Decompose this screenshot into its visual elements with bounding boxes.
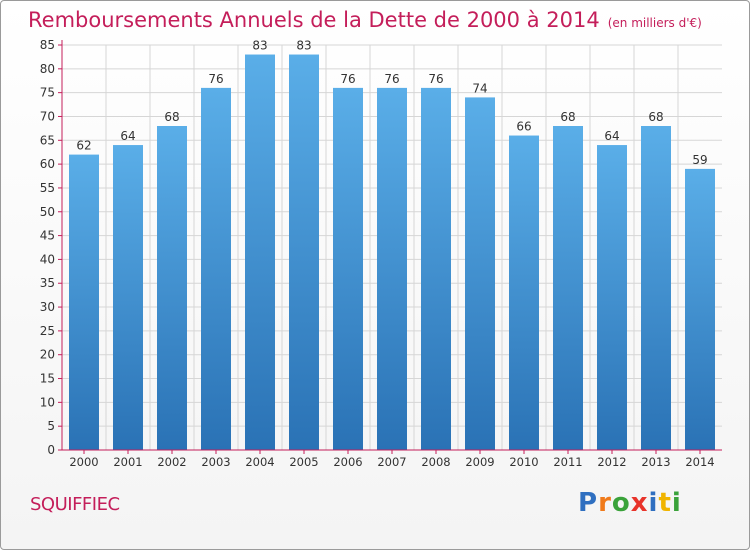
y-tick-label: 55: [40, 181, 55, 195]
y-tick-label: 20: [40, 348, 55, 362]
data-label: 64: [604, 129, 619, 143]
bar: [69, 154, 99, 450]
x-tick-label: 2012: [597, 455, 626, 469]
bar: [113, 145, 143, 450]
bar: [201, 87, 231, 450]
bar: [597, 145, 627, 450]
chart-title-text: Remboursements Annuels de la Dette de 20…: [28, 8, 600, 32]
chart-title: Remboursements Annuels de la Dette de 20…: [28, 8, 702, 32]
data-label: 66: [516, 120, 531, 134]
y-tick-label: 15: [40, 372, 55, 386]
data-label: 83: [252, 39, 267, 53]
bar: [421, 87, 451, 450]
bar: [641, 126, 671, 450]
x-tick-label: 2004: [245, 455, 274, 469]
y-tick-label: 45: [40, 229, 55, 243]
x-tick-label: 2011: [553, 455, 582, 469]
logo-letter: t: [658, 488, 672, 518]
y-tick-label: 70: [40, 109, 55, 123]
x-tick-label: 2013: [641, 455, 670, 469]
x-tick-label: 2006: [333, 455, 362, 469]
x-tick-label: 2007: [377, 455, 406, 469]
x-tick-label: 2010: [509, 455, 538, 469]
bar: [333, 87, 363, 450]
data-label: 59: [692, 153, 707, 167]
bars: [69, 54, 715, 450]
x-tick-label: 2001: [113, 455, 142, 469]
data-label: 68: [560, 110, 575, 124]
x-tick-label: 2003: [201, 455, 230, 469]
logo-letter: P: [578, 488, 599, 518]
data-label: 62: [76, 139, 91, 153]
data-label: 74: [472, 81, 487, 95]
y-tick-label: 0: [47, 443, 55, 457]
logo-letter: i: [648, 488, 659, 518]
bar: [245, 54, 275, 450]
y-tick-label: 25: [40, 324, 55, 338]
x-tick-label: 2014: [685, 455, 714, 469]
y-tick-label: 30: [40, 300, 55, 314]
data-label: 64: [120, 129, 135, 143]
bar: [289, 54, 319, 450]
y-tick-label: 5: [47, 419, 55, 433]
data-label: 68: [164, 110, 179, 124]
y-tick-label: 10: [40, 395, 55, 409]
y-tick-label: 75: [40, 86, 55, 100]
chart-unit-label: (en milliers d'€): [607, 16, 702, 30]
bar: [685, 168, 715, 450]
x-tick-label: 2005: [289, 455, 318, 469]
bar: [553, 126, 583, 450]
y-tick-label: 85: [40, 38, 55, 52]
y-tick-label: 60: [40, 157, 55, 171]
data-label: 76: [384, 72, 399, 86]
bar: [465, 97, 495, 450]
x-tick-label: 2009: [465, 455, 494, 469]
y-tick-label: 50: [40, 205, 55, 219]
data-label: 83: [296, 39, 311, 53]
data-label: 76: [428, 72, 443, 86]
bar: [157, 126, 187, 450]
city-name: SQUIFFIEC: [30, 494, 120, 515]
y-tick-label: 40: [40, 252, 55, 266]
logo-letter: i: [671, 488, 682, 518]
axes: [58, 40, 722, 454]
y-tick-label: 35: [40, 276, 55, 290]
logo-letter: r: [598, 488, 612, 518]
x-tick-label: 2008: [421, 455, 450, 469]
logo-letter: x: [630, 488, 649, 518]
x-tick-label: 2000: [69, 455, 98, 469]
data-label: 76: [340, 72, 355, 86]
bar: [377, 87, 407, 450]
y-tick-label: 80: [40, 62, 55, 76]
proxiti-logo: Proxiti: [578, 488, 682, 518]
logo-letter: o: [611, 488, 631, 518]
labels: 0 5 10 15 20 25 30 35 40 45 50 55 60 65 70 75 80 85 62 2000…: [40, 38, 715, 469]
bar: [509, 135, 539, 450]
data-label: 68: [648, 110, 663, 124]
y-tick-label: 65: [40, 133, 55, 147]
data-label: 76: [208, 72, 223, 86]
x-tick-label: 2002: [157, 455, 186, 469]
